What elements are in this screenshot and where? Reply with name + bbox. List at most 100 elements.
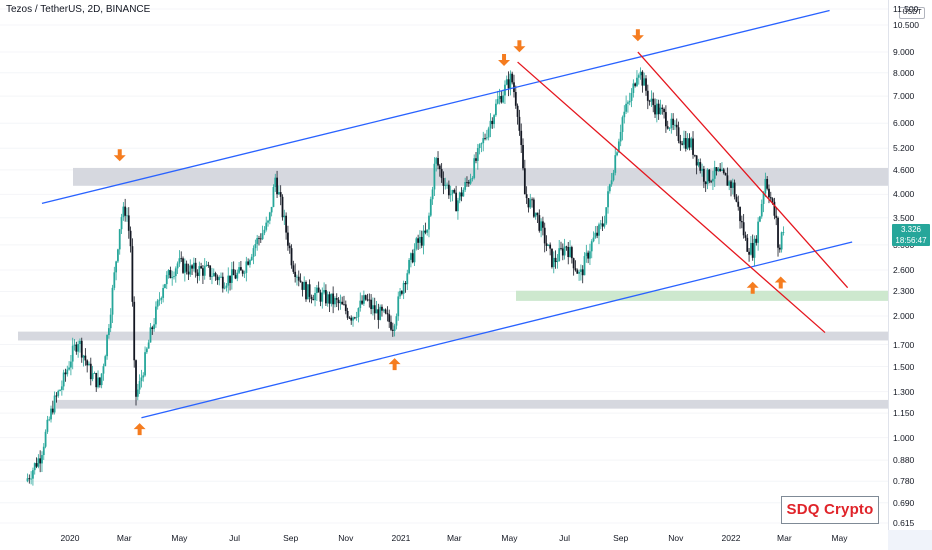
candle-body bbox=[373, 305, 376, 314]
y-tick-label: 0.615 bbox=[893, 518, 915, 528]
candle-body bbox=[719, 168, 722, 171]
candle-body bbox=[335, 298, 338, 300]
candle-body bbox=[97, 377, 99, 388]
y-tick-label: 3.500 bbox=[893, 212, 915, 223]
candle-body bbox=[476, 148, 479, 161]
candle-body bbox=[144, 352, 146, 376]
candle-body bbox=[475, 158, 477, 161]
candle-body bbox=[173, 276, 175, 278]
candle-body bbox=[355, 316, 358, 318]
candle-body bbox=[64, 372, 67, 375]
candle-body bbox=[357, 308, 360, 317]
ascending-channel-lower bbox=[141, 241, 853, 419]
candle-body bbox=[223, 287, 226, 289]
candle-body bbox=[129, 230, 132, 247]
candle-body bbox=[467, 182, 470, 184]
candle-body bbox=[145, 348, 148, 353]
candle-body bbox=[100, 373, 103, 386]
candle-body bbox=[693, 154, 696, 156]
candle-body bbox=[187, 271, 190, 275]
candle-body bbox=[33, 463, 36, 471]
ascending-channel-upper bbox=[41, 9, 830, 204]
candle-body bbox=[50, 408, 52, 420]
candle-body bbox=[666, 126, 669, 129]
candle-body bbox=[610, 180, 613, 185]
descending-channel-lower bbox=[517, 61, 826, 334]
candle-body bbox=[386, 313, 389, 315]
arrow-down-icon bbox=[513, 40, 526, 53]
candle-body bbox=[433, 163, 436, 190]
candle-body bbox=[701, 168, 703, 171]
candle-body bbox=[643, 78, 646, 86]
candle-body bbox=[258, 238, 260, 239]
candle-body bbox=[75, 344, 78, 352]
candle-body bbox=[592, 237, 595, 242]
candle-body bbox=[238, 267, 240, 273]
candle-body bbox=[608, 184, 611, 192]
candle-body bbox=[28, 478, 31, 480]
candle-body bbox=[440, 169, 443, 179]
candle-body bbox=[142, 375, 145, 378]
candle-body bbox=[77, 344, 80, 352]
candle-body bbox=[326, 294, 329, 304]
marker-arrows bbox=[113, 29, 787, 436]
y-tick-label: 2.300 bbox=[893, 286, 915, 297]
candle-body bbox=[323, 290, 325, 293]
candle-body bbox=[726, 175, 729, 186]
candle-body bbox=[315, 287, 318, 294]
quote-currency-badge[interactable]: USDT bbox=[899, 7, 925, 19]
candle-body bbox=[341, 301, 344, 305]
candle-body bbox=[131, 246, 134, 302]
candle-body bbox=[616, 152, 618, 156]
candle-body bbox=[352, 317, 354, 321]
descending-channel-upper bbox=[637, 51, 849, 289]
candle-body bbox=[532, 199, 535, 217]
candle-body bbox=[674, 124, 676, 126]
candle-body bbox=[203, 266, 206, 276]
candle-body bbox=[267, 220, 269, 223]
candle-body bbox=[274, 177, 277, 188]
candle-body bbox=[102, 366, 105, 374]
arrow-up-icon bbox=[774, 276, 787, 289]
y-tick-label: 1.700 bbox=[893, 339, 915, 350]
candle-body bbox=[70, 361, 72, 368]
last-price-value: 3.326 bbox=[900, 225, 922, 234]
candle-body bbox=[542, 221, 544, 228]
candle-body bbox=[361, 300, 363, 304]
x-tick-label: May bbox=[171, 533, 188, 543]
candle-body bbox=[136, 389, 139, 397]
candle-body bbox=[721, 169, 723, 171]
candle-body bbox=[26, 478, 29, 482]
candle-body bbox=[263, 229, 266, 234]
support-zone-green bbox=[516, 290, 890, 301]
x-tick-label: Sep bbox=[283, 533, 299, 543]
candle-body bbox=[587, 252, 590, 259]
candle-body bbox=[636, 77, 638, 86]
x-tick-label: Nov bbox=[668, 533, 684, 543]
sr-zone-grey bbox=[56, 399, 890, 409]
chart-title: Tezos / TetherUS, 2D, BINANCE bbox=[6, 4, 151, 15]
price-axis[interactable] bbox=[888, 0, 932, 550]
candle-body bbox=[514, 92, 517, 106]
candle-body bbox=[234, 275, 237, 279]
candle-body bbox=[243, 272, 246, 274]
candle-body bbox=[527, 198, 530, 208]
candle-body bbox=[531, 199, 533, 201]
candle-body bbox=[185, 263, 188, 272]
candle-body bbox=[41, 455, 43, 464]
candle-body bbox=[455, 192, 458, 212]
candle-body bbox=[728, 181, 731, 186]
candle-body bbox=[252, 248, 255, 257]
candle-body bbox=[178, 258, 181, 264]
candle-body bbox=[458, 192, 461, 201]
candle-body bbox=[151, 327, 154, 330]
candle-body bbox=[556, 260, 559, 263]
x-tick-label: 2021 bbox=[391, 533, 411, 543]
candle-body bbox=[518, 116, 521, 131]
candle-body bbox=[491, 120, 494, 125]
candle-body bbox=[782, 232, 785, 233]
candle-body bbox=[748, 251, 750, 255]
candle-body bbox=[133, 301, 136, 361]
candle-body bbox=[551, 248, 553, 268]
